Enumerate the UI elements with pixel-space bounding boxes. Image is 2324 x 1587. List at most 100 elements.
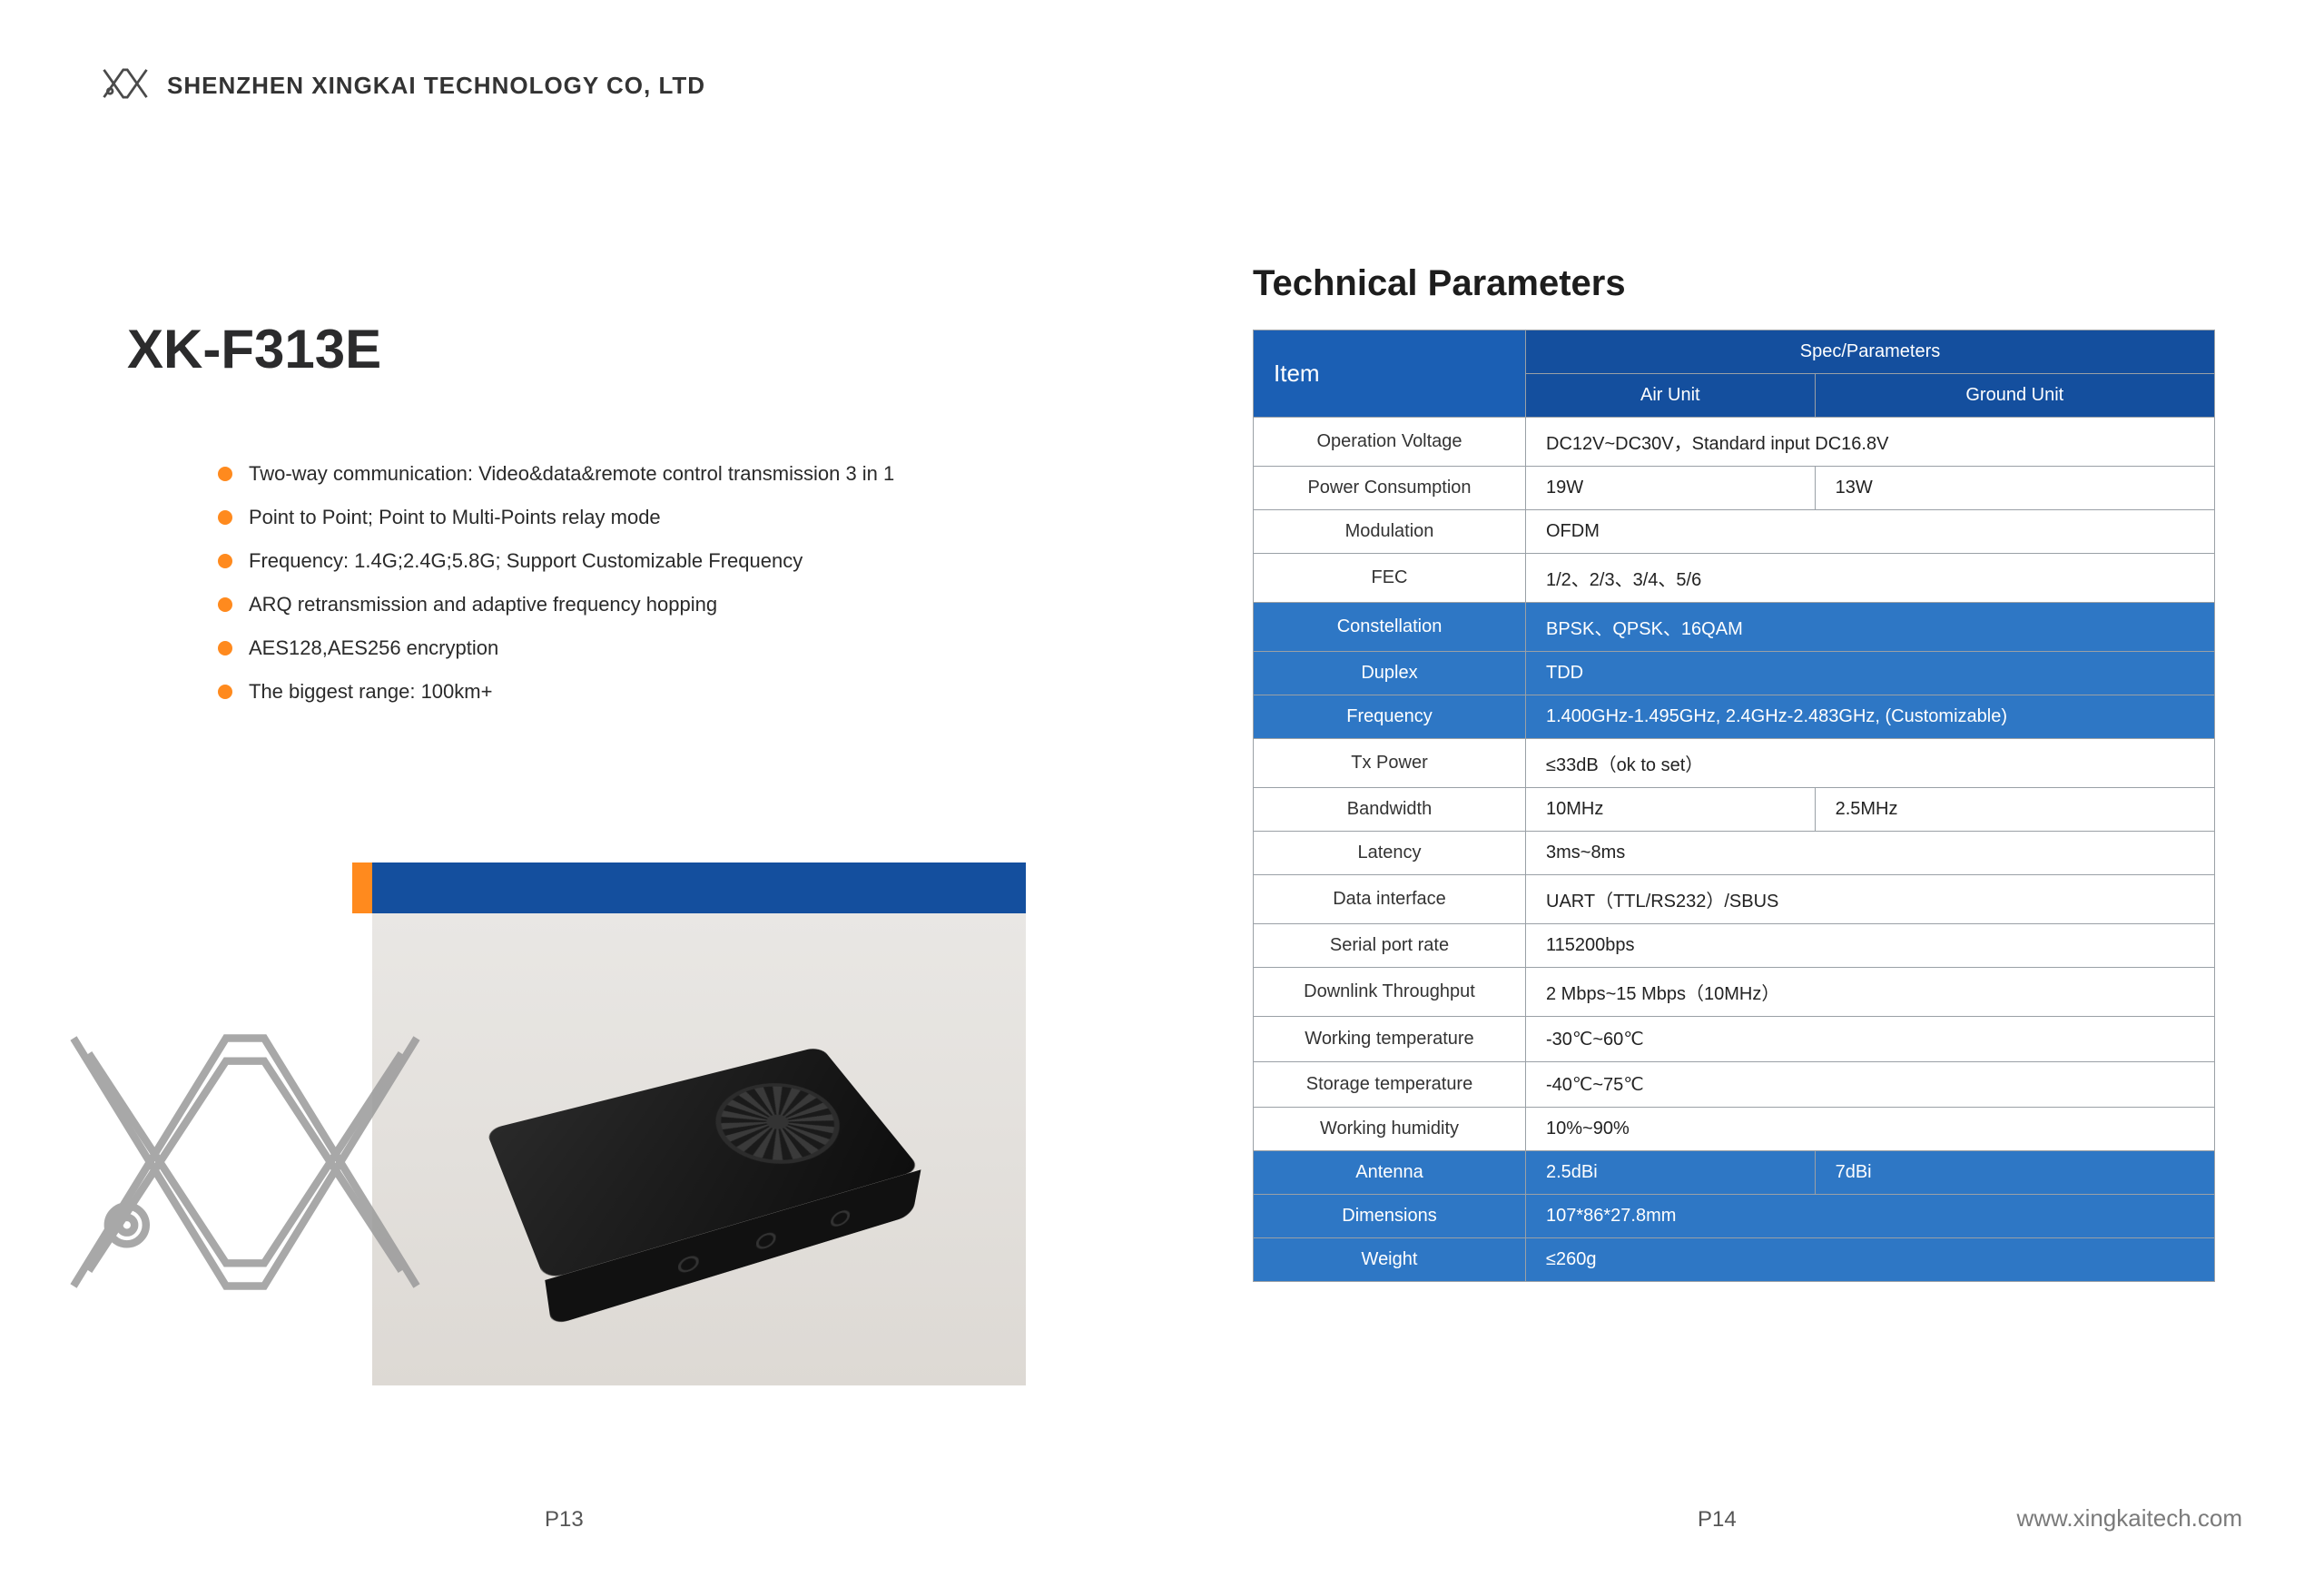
spec-label: Frequency [1254,695,1526,739]
blue-bar [372,862,1026,913]
bullet-icon [218,467,232,481]
table-row: Weight≤260g [1254,1238,2215,1282]
feature-item: Point to Point; Point to Multi-Points re… [218,506,1080,529]
website-url: www.xingkaitech.com [2016,1504,2242,1533]
table-row: Antenna2.5dBi7dBi [1254,1151,2215,1195]
feature-item: AES128,AES256 encryption [218,636,1080,660]
spec-value-air: 19W [1526,467,1816,510]
spec-value: BPSK、QPSK、16QAM [1526,603,2215,652]
table-row: Data interfaceUART（TTL/RS232）/SBUS [1254,875,2215,924]
table-row: ModulationOFDM [1254,510,2215,554]
table-row: Serial port rate115200bps [1254,924,2215,968]
feature-item: The biggest range: 100km+ [218,680,1080,704]
spec-value: UART（TTL/RS232）/SBUS [1526,875,2215,924]
feature-text: ARQ retransmission and adaptive frequenc… [249,593,717,616]
bullet-icon [218,685,232,699]
bullet-icon [218,641,232,656]
spec-value-air: 2.5dBi [1526,1151,1816,1195]
table-row: Operation VoltageDC12V~DC30V，Standard in… [1254,418,2215,467]
company-name: SHENZHEN XINGKAI TECHNOLOGY CO, LTD [167,72,705,100]
spec-label: Weight [1254,1238,1526,1282]
table-row: Downlink Throughput2 Mbps~15 Mbps（10MHz） [1254,968,2215,1017]
bullet-icon [218,597,232,612]
spec-value: -30℃~60℃ [1526,1017,2215,1062]
spec-label: Dimensions [1254,1195,1526,1238]
spec-label: Power Consumption [1254,467,1526,510]
watermark-logo-icon [54,1017,436,1312]
spec-value-ground: 7dBi [1815,1151,2214,1195]
device-illustration [486,1046,921,1280]
table-header-spec: Spec/Parameters [1526,330,2215,374]
table-row: Frequency1.400GHz-1.495GHz, 2.4GHz-2.483… [1254,695,2215,739]
spec-value: TDD [1526,652,2215,695]
table-header-ground: Ground Unit [1815,374,2214,418]
table-row: Latency3ms~8ms [1254,832,2215,875]
table-row: Working temperature-30℃~60℃ [1254,1017,2215,1062]
feature-text: AES128,AES256 encryption [249,636,498,660]
table-row: FEC1/2、2/3、3/4、5/6 [1254,554,2215,603]
spec-value-ground: 2.5MHz [1815,788,2214,832]
table-row: Working humidity10%~90% [1254,1108,2215,1151]
feature-item: Frequency: 1.4G;2.4G;5.8G; Support Custo… [218,549,1080,573]
page-number-left: P13 [545,1507,584,1533]
technical-parameters-title: Technical Parameters [1253,263,2215,304]
spec-value-ground: 13W [1815,467,2214,510]
spec-label: Working temperature [1254,1017,1526,1062]
feature-item: ARQ retransmission and adaptive frequenc… [218,593,1080,616]
table-row: Dimensions107*86*27.8mm [1254,1195,2215,1238]
spec-value: -40℃~75℃ [1526,1062,2215,1108]
orange-accent-tab [352,862,372,913]
product-image-block [372,862,1026,1385]
product-photo [372,913,1026,1385]
feature-text: The biggest range: 100km+ [249,680,492,704]
spec-label: Working humidity [1254,1108,1526,1151]
table-row: DuplexTDD [1254,652,2215,695]
spec-label: Downlink Throughput [1254,968,1526,1017]
table-row: Tx Power≤33dB（ok to set） [1254,739,2215,788]
page-number-right: P14 [1698,1507,1737,1533]
spec-value: OFDM [1526,510,2215,554]
spec-label: Tx Power [1254,739,1526,788]
feature-item: Two-way communication: Video&data&remote… [218,462,1080,486]
spec-label: Data interface [1254,875,1526,924]
feature-list: Two-way communication: Video&data&remote… [218,462,1080,704]
spec-table: Item Spec/Parameters Air Unit Ground Uni… [1253,330,2215,1282]
company-logo-icon [100,65,151,106]
spec-label: Operation Voltage [1254,418,1526,467]
spec-value: 1.400GHz-1.495GHz, 2.4GHz-2.483GHz, (Cus… [1526,695,2215,739]
spec-label: Bandwidth [1254,788,1526,832]
product-title: XK-F313E [127,318,1080,380]
spec-label: Modulation [1254,510,1526,554]
left-page: XK-F313E Two-way communication: Video&da… [127,318,1080,724]
spec-value: ≤260g [1526,1238,2215,1282]
table-row: Power Consumption19W13W [1254,467,2215,510]
table-row: Storage temperature-40℃~75℃ [1254,1062,2215,1108]
spec-value: 1/2、2/3、3/4、5/6 [1526,554,2215,603]
table-row: ConstellationBPSK、QPSK、16QAM [1254,603,2215,652]
spec-value: 3ms~8ms [1526,832,2215,875]
right-page: Technical Parameters Item Spec/Parameter… [1253,263,2215,1282]
spec-value: 10%~90% [1526,1108,2215,1151]
feature-text: Two-way communication: Video&data&remote… [249,462,894,486]
spec-label: Latency [1254,832,1526,875]
spec-value: 107*86*27.8mm [1526,1195,2215,1238]
spec-label: FEC [1254,554,1526,603]
table-row: Bandwidth10MHz2.5MHz [1254,788,2215,832]
spec-label: Storage temperature [1254,1062,1526,1108]
header: SHENZHEN XINGKAI TECHNOLOGY CO, LTD [100,65,705,106]
bullet-icon [218,554,232,568]
spec-label: Antenna [1254,1151,1526,1195]
spec-label: Serial port rate [1254,924,1526,968]
spec-value-air: 10MHz [1526,788,1816,832]
spec-value: 2 Mbps~15 Mbps（10MHz） [1526,968,2215,1017]
spec-value: 115200bps [1526,924,2215,968]
spec-label: Duplex [1254,652,1526,695]
table-header-air: Air Unit [1526,374,1816,418]
feature-text: Point to Point; Point to Multi-Points re… [249,506,661,529]
spec-value: DC12V~DC30V，Standard input DC16.8V [1526,418,2215,467]
feature-text: Frequency: 1.4G;2.4G;5.8G; Support Custo… [249,549,803,573]
spec-label: Constellation [1254,603,1526,652]
table-header-item: Item [1254,330,1526,418]
bullet-icon [218,510,232,525]
spec-value: ≤33dB（ok to set） [1526,739,2215,788]
